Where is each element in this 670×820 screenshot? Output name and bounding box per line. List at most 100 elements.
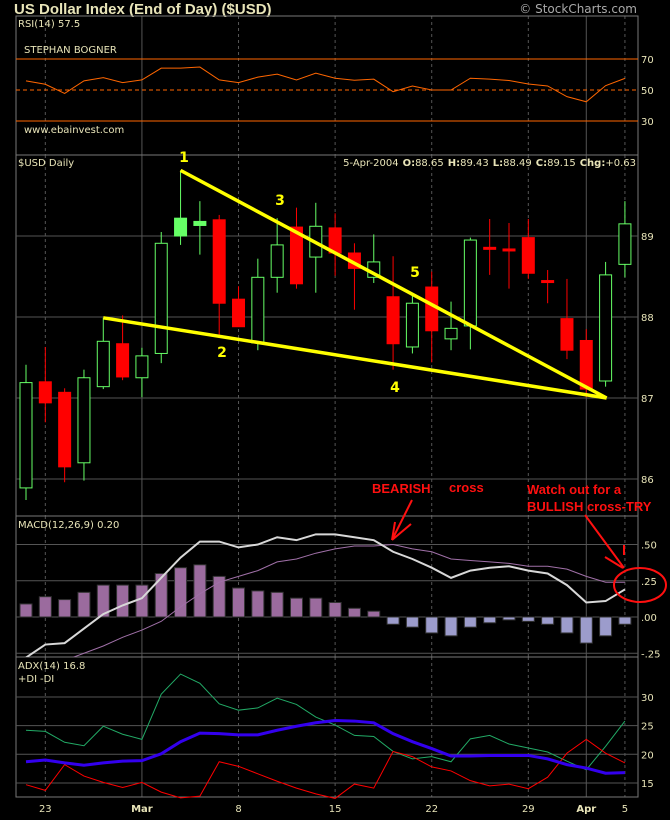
annotation-bullish: BULLISH cross-TRY [527, 499, 652, 514]
candle-body [116, 343, 130, 378]
candle-body [444, 327, 458, 340]
macd-histogram-bar [58, 599, 72, 618]
x-tick-label: 22 [425, 804, 438, 815]
readout-l_label: L: [493, 158, 503, 169]
candle-body [232, 298, 246, 328]
annotation-watch: Watch out for a [527, 482, 622, 497]
candle-body [425, 286, 439, 332]
x-tick-label: 23 [39, 804, 52, 815]
wave-label-4: 4 [390, 380, 400, 396]
readout-c_label: C: [536, 158, 547, 169]
price-panel-label: $USD Daily [18, 158, 74, 169]
y-tick-label: -.25 [641, 649, 661, 660]
ohlc-readout: 5-Apr-2004 O:88.65 H:89.43 L:88.49 C:89.15 Ch… [343, 158, 636, 169]
macd-histogram-bar [154, 573, 168, 618]
candle-body [212, 219, 226, 304]
macd-histogram-bar [502, 616, 516, 621]
y-tick-label: 86 [641, 475, 654, 486]
macd-histogram-bar [270, 591, 284, 618]
macd-histogram-bar [347, 607, 361, 618]
macd-line [25, 533, 626, 657]
candle-body [405, 302, 419, 348]
y-tick-label: 20 [641, 750, 654, 761]
candle-body [38, 381, 52, 404]
macd-histogram-bar [135, 584, 149, 618]
x-tick-label: 15 [329, 804, 342, 815]
minus-di-line [25, 738, 626, 799]
y-tick-label: 88 [641, 313, 654, 324]
candle-body [579, 339, 593, 390]
macd-histogram-bar [521, 616, 535, 622]
candle-body [193, 220, 207, 226]
candle-body [618, 223, 632, 265]
macd-histogram-bar [618, 616, 632, 625]
wave-label-5: 5 [410, 265, 420, 281]
macd-histogram-bar [386, 616, 400, 625]
macd-histogram-bar [367, 610, 381, 618]
rsi-label: RSI(14) 57.5 [18, 19, 80, 30]
y-tick-label: .50 [641, 541, 657, 552]
macd-histogram-bar [38, 596, 52, 618]
bearish-arrow-icon [391, 499, 413, 541]
readout-chg_label: Chg: [580, 158, 606, 169]
macd-histogram-bar [289, 597, 303, 618]
legend-plus-di: +DI [18, 674, 37, 685]
y-tick-label: .25 [641, 577, 657, 588]
legend-minus-di: -DI [40, 674, 54, 685]
candle-body [154, 242, 168, 354]
readout-h_label: H: [448, 158, 460, 169]
y-tick-label: 50 [641, 86, 654, 97]
macd-histogram-bar [232, 587, 246, 618]
macd-histogram-bar [116, 584, 130, 618]
candle-body [289, 226, 303, 285]
rsi-line [25, 66, 626, 103]
macd-lines [25, 533, 626, 657]
readout-o: 88.65 [415, 158, 444, 169]
x-tick-label: Mar [131, 804, 153, 815]
adx-line [25, 718, 625, 775]
readout-h: 89.43 [460, 158, 489, 169]
readout-c: 89.15 [547, 158, 576, 169]
macd-histogram-bar [405, 616, 419, 628]
x-tick-label: 5 [622, 804, 628, 815]
wave-label-1: 1 [179, 150, 189, 166]
macd-histogram-bar [212, 575, 226, 618]
candle-body [541, 280, 555, 284]
y-tick-label: 70 [641, 55, 654, 66]
y-tick-label: 30 [641, 693, 654, 704]
macd-histogram-bar [328, 602, 342, 618]
wave-label-2: 2 [217, 345, 227, 361]
candle-body [386, 296, 400, 345]
copyright: © StockCharts.com [519, 2, 637, 16]
adx-label: ADX(14) 16.8 [18, 661, 85, 672]
candle-body [58, 391, 72, 468]
macd-histogram-bar [251, 590, 265, 618]
candle-body [521, 237, 535, 274]
annotation-cross: cross [449, 480, 484, 495]
macd-histogram-bar [193, 564, 207, 618]
candle-body [463, 239, 477, 327]
wave-label-3: 3 [275, 193, 285, 209]
candle-body [96, 340, 110, 388]
macd-histogram-bar [444, 616, 458, 637]
y-tick-label: 87 [641, 394, 654, 405]
macd-histogram-bar [425, 616, 439, 634]
macd-histogram-bar [19, 603, 33, 618]
readout-o_label: O: [403, 158, 416, 169]
macd-histogram-bar [541, 616, 555, 625]
macd-signal-line [72, 543, 625, 657]
website-note: www.ebainvest.com [24, 125, 124, 136]
readout-chg: +0.63 [605, 158, 636, 169]
candle-body [483, 246, 497, 250]
candle-body [251, 276, 265, 344]
annotation-bearish: BEARISH [372, 481, 431, 496]
x-tick-label: 29 [522, 804, 535, 815]
bullish-arrow-icon [584, 514, 625, 569]
candle-body [502, 248, 516, 252]
candle-body [19, 382, 33, 489]
candle-body [135, 355, 149, 379]
y-tick-label: 25 [641, 722, 654, 733]
y-tick-label: .00 [641, 613, 657, 624]
macd-histogram-bar [483, 616, 497, 624]
